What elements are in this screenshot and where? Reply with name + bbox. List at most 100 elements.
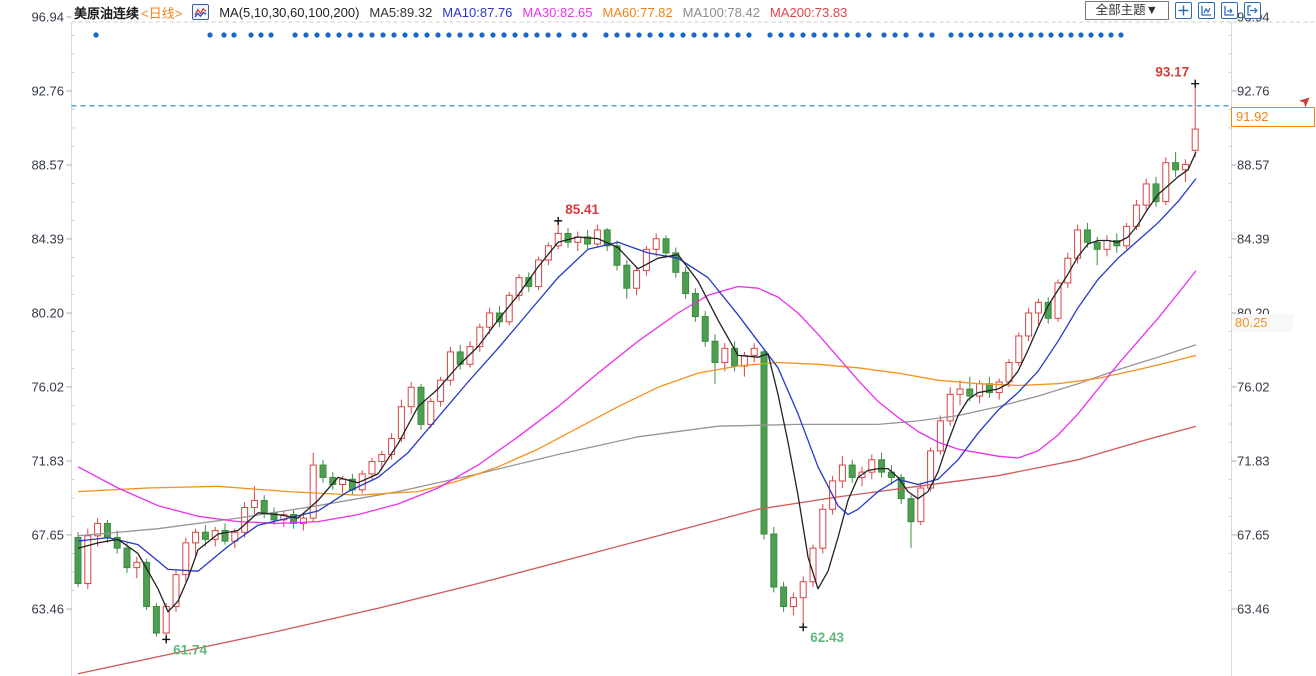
candle-body bbox=[633, 270, 641, 289]
candle-body bbox=[652, 238, 660, 250]
candle-body bbox=[613, 245, 621, 266]
export-chart-icon[interactable] bbox=[1244, 2, 1261, 19]
candle-body bbox=[789, 597, 797, 608]
candle-body bbox=[927, 450, 935, 489]
candle-body bbox=[1123, 225, 1131, 247]
candle-body bbox=[103, 522, 111, 539]
ma5-value: MA5:89.32 bbox=[369, 4, 433, 20]
axis-label-left: 67.65 bbox=[31, 527, 64, 542]
candle-body bbox=[407, 386, 415, 408]
candle-body bbox=[525, 277, 533, 287]
kline-chart-icon[interactable] bbox=[192, 4, 210, 20]
signal-dots bbox=[93, 32, 1124, 38]
symbol-title[interactable]: 美原油连续 bbox=[74, 5, 140, 21]
axis-label-left: 71.83 bbox=[31, 453, 64, 468]
pan-chart-icon[interactable] bbox=[1221, 2, 1238, 19]
ma-line-MA100 bbox=[77, 344, 1197, 537]
period-label[interactable]: <日线> bbox=[141, 5, 183, 21]
candle-body bbox=[1054, 282, 1062, 319]
candle-body bbox=[1113, 240, 1121, 247]
candle-body bbox=[917, 487, 925, 523]
candle-body bbox=[554, 232, 562, 247]
svg-text:85.41: 85.41 bbox=[565, 202, 599, 217]
candle-body bbox=[446, 351, 454, 381]
candle-body bbox=[417, 386, 425, 425]
candle-body bbox=[280, 514, 288, 521]
ma-line-MA10 bbox=[77, 178, 1197, 572]
candle-body bbox=[94, 522, 102, 537]
candle-body bbox=[1191, 128, 1199, 151]
candle-body bbox=[290, 514, 298, 524]
candle-body bbox=[437, 379, 445, 402]
axis-label-left: 76.02 bbox=[31, 379, 64, 394]
candle-body bbox=[1093, 241, 1101, 250]
candle-body bbox=[339, 478, 347, 486]
candle-body bbox=[329, 476, 337, 486]
extreme-marker-icon bbox=[799, 623, 808, 632]
candle-body bbox=[1142, 183, 1150, 206]
themes-dropdown-button[interactable]: 全部主题▼ bbox=[1084, 1, 1169, 20]
axis-label-left: 80.20 bbox=[31, 305, 64, 320]
candle-body bbox=[211, 529, 219, 540]
candle-body bbox=[966, 388, 974, 397]
candle-body bbox=[388, 438, 396, 455]
crosshair-icon[interactable] bbox=[1175, 2, 1192, 19]
ma60-value: MA60:77.82 bbox=[602, 4, 673, 20]
ma-line-MA60 bbox=[77, 354, 1197, 496]
axis-label-right: 63.46 bbox=[1237, 601, 1270, 616]
ma200-value: MA200:73.83 bbox=[769, 4, 848, 20]
candle-body bbox=[564, 232, 572, 243]
axis-label-left: 88.57 bbox=[31, 157, 64, 172]
ma-formula: MA(5,10,30,60,100,200) bbox=[219, 4, 360, 20]
svg-text:62.43: 62.43 bbox=[810, 630, 844, 645]
candle-body bbox=[515, 277, 523, 296]
candle-body bbox=[1034, 301, 1042, 314]
candle-body bbox=[378, 453, 386, 463]
candle-body bbox=[241, 506, 249, 533]
candle-body bbox=[309, 464, 317, 519]
candle-body bbox=[672, 252, 680, 273]
extreme-marker-icon bbox=[1191, 79, 1200, 88]
scale-chart-icon[interactable] bbox=[1198, 2, 1215, 19]
candle-body bbox=[1152, 183, 1160, 203]
extreme-marker-icon bbox=[162, 635, 171, 644]
candle-body bbox=[740, 354, 748, 367]
candle-body bbox=[770, 533, 778, 588]
candle-body bbox=[260, 499, 268, 514]
axis-label-left: 92.76 bbox=[31, 83, 64, 98]
ma-line-MA200 bbox=[77, 425, 1197, 675]
axis-label-right: 84.39 bbox=[1237, 231, 1270, 246]
annotation-61.74: 61.74 bbox=[162, 635, 207, 657]
axis-label-right: 76.02 bbox=[1237, 379, 1270, 394]
axis-label-right: 71.83 bbox=[1237, 453, 1270, 468]
candle-body bbox=[868, 459, 876, 473]
candle-body bbox=[368, 461, 376, 475]
candle-body bbox=[123, 547, 131, 569]
chart-header: 美原油连续 <日线> MA(5,10,30,60,100,200) MA5:89.… bbox=[74, 2, 847, 22]
axis-label-left: 96.94 bbox=[31, 10, 64, 25]
candle-body bbox=[319, 464, 327, 478]
candle-body bbox=[1103, 240, 1111, 250]
candle-body bbox=[1162, 162, 1170, 203]
candle-body bbox=[1064, 257, 1072, 284]
candle-body bbox=[143, 561, 151, 608]
candle-body bbox=[946, 393, 954, 422]
svg-text:61.74: 61.74 bbox=[173, 642, 207, 657]
candle-body bbox=[84, 535, 92, 585]
candle-body bbox=[750, 347, 758, 356]
axis-label-right: 67.65 bbox=[1237, 527, 1270, 542]
candle-body bbox=[74, 537, 82, 585]
ma-price-label: 80.25 bbox=[1233, 314, 1293, 333]
candle-body bbox=[907, 498, 915, 523]
candle-body bbox=[780, 586, 788, 608]
candle-body bbox=[486, 312, 494, 328]
candle-body bbox=[682, 271, 690, 295]
candle-body bbox=[721, 347, 729, 364]
candle-body bbox=[162, 606, 170, 634]
candle-body bbox=[299, 517, 307, 524]
ma100-value: MA100:78.42 bbox=[682, 4, 760, 20]
candle-body bbox=[192, 531, 200, 544]
candle-body bbox=[544, 245, 552, 261]
